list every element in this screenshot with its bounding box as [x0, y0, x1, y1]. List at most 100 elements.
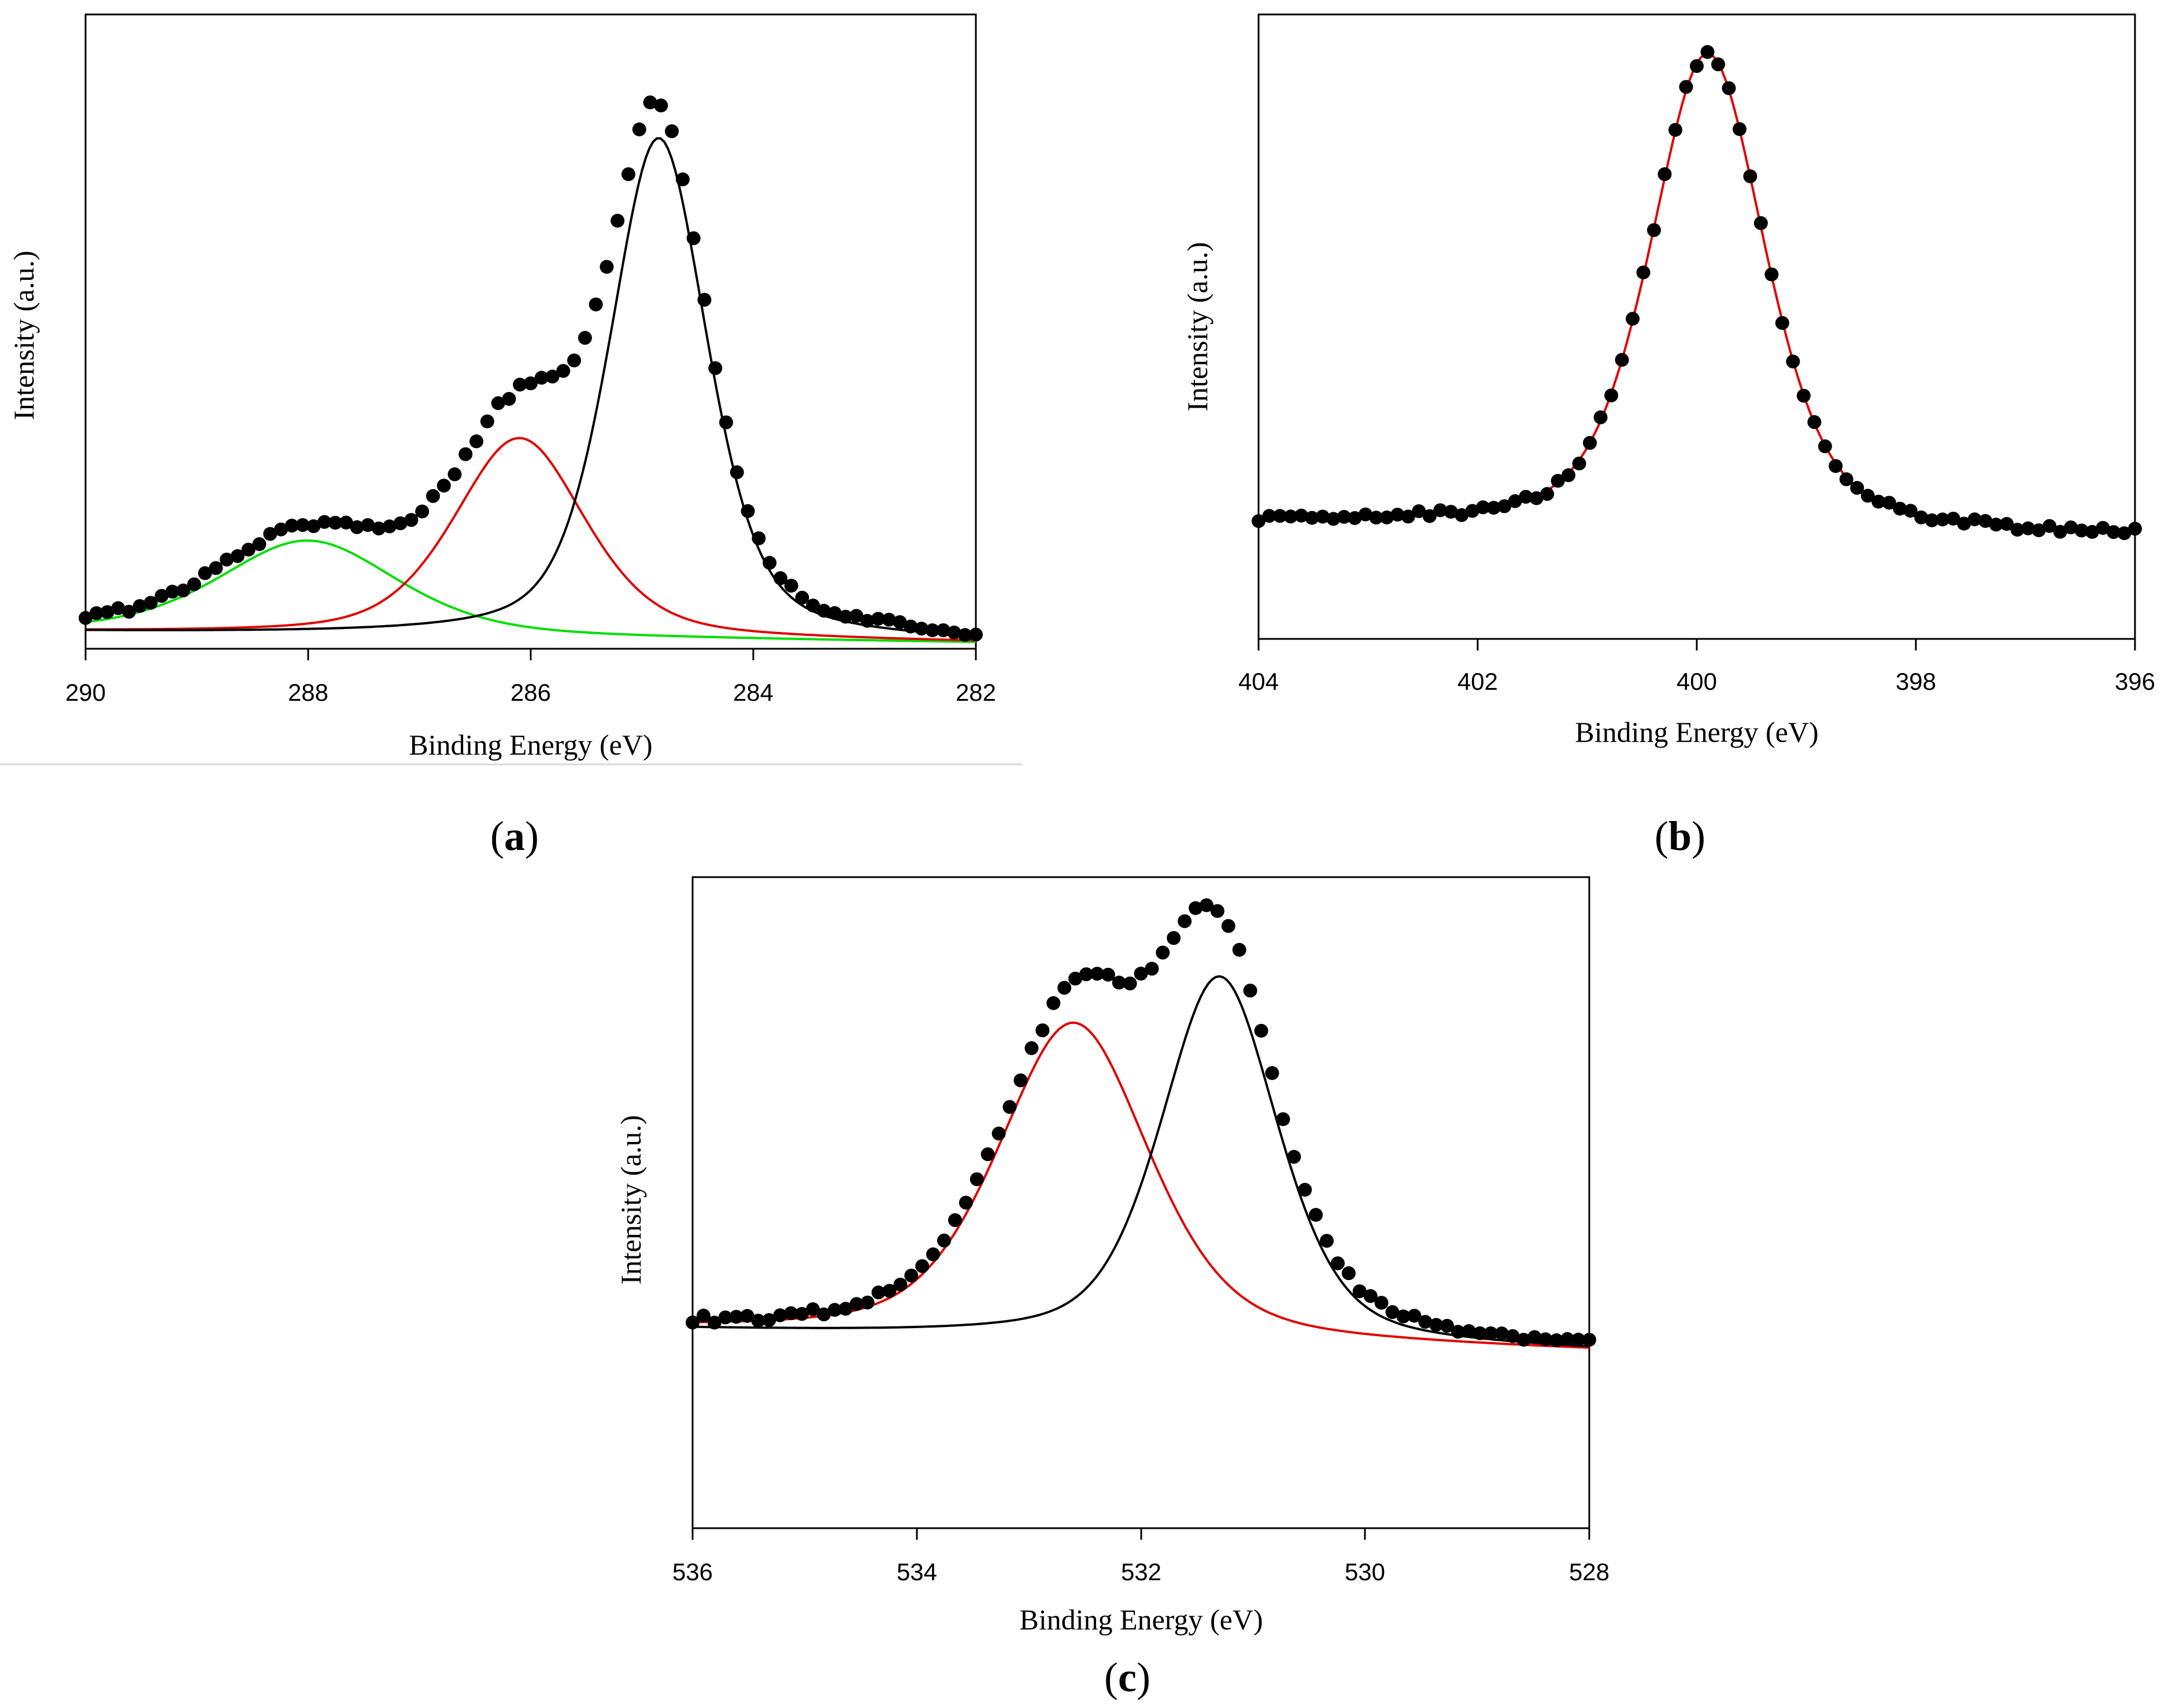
- series-line-a-component-288: [85, 539, 976, 644]
- data-point-a-52: [643, 95, 657, 110]
- panel-label-a: (a): [490, 813, 539, 859]
- data-point-a-16: [252, 537, 267, 552]
- data-point-c-35: [1068, 971, 1082, 986]
- data-point-c-43: [1156, 945, 1170, 960]
- data-point-a-10: [187, 577, 201, 591]
- data-point-a-20: [295, 518, 310, 533]
- data-point-b-57: [1860, 489, 1875, 503]
- data-point-c-5: [740, 1308, 754, 1323]
- data-point-b-33: [1604, 388, 1619, 402]
- data-point-a-44: [556, 364, 571, 378]
- data-point-c-33: [1046, 996, 1061, 1010]
- data-point-c-49: [1221, 919, 1235, 933]
- xlabel-b: Binding Energy (eV): [1575, 716, 1818, 748]
- data-point-a-40: [513, 378, 527, 392]
- data-point-c-21: [915, 1259, 930, 1273]
- data-point-a-39: [502, 391, 516, 406]
- data-point-c-20: [904, 1269, 919, 1283]
- data-point-b-47: [1753, 216, 1768, 230]
- data-point-b-78: [2085, 524, 2099, 539]
- data-point-b-11: [1369, 511, 1383, 525]
- data-point-a-79: [936, 623, 950, 637]
- data-point-c-27: [980, 1147, 995, 1162]
- data-point-c-9: [784, 1306, 798, 1321]
- data-point-c-44: [1167, 931, 1181, 945]
- data-point-c-6: [751, 1314, 765, 1328]
- data-point-c-63: [1374, 1296, 1389, 1310]
- panel-label-c: (c): [1104, 1654, 1150, 1700]
- data-point-b-42: [1700, 45, 1715, 59]
- data-point-b-45: [1733, 122, 1746, 136]
- data-point-c-58: [1320, 1234, 1334, 1248]
- data-point-a-58: [708, 361, 723, 375]
- data-point-b-8: [1337, 509, 1351, 524]
- data-point-a-56: [686, 231, 701, 245]
- chart-c: 536 534 532 530 528 Binding Energy (eV) …: [615, 876, 1609, 1700]
- data-point-c-36: [1079, 967, 1093, 981]
- data-point-b-22: [1486, 501, 1501, 515]
- data-point-c-31: [1024, 1041, 1039, 1055]
- data-point-c-82: [1582, 1333, 1596, 1347]
- data-point-b-0: [1252, 514, 1265, 528]
- data-point-b-44: [1722, 81, 1736, 95]
- data-point-a-8: [165, 585, 180, 599]
- data-point-a-22: [317, 515, 332, 529]
- data-point-b-71: [2010, 523, 2025, 537]
- data-point-b-31: [1583, 436, 1597, 450]
- data-point-b-16: [1422, 509, 1437, 523]
- data-point-a-75: [893, 615, 907, 629]
- data-point-c-64: [1385, 1305, 1400, 1319]
- data-point-b-72: [2021, 521, 2036, 535]
- data-point-a-1: [89, 606, 103, 620]
- data-point-a-21: [306, 519, 321, 534]
- data-point-b-46: [1743, 169, 1757, 183]
- data-point-b-80: [2107, 525, 2121, 539]
- data-point-a-54: [665, 124, 679, 138]
- data-point-b-13: [1390, 508, 1405, 522]
- data-point-c-74: [1494, 1326, 1509, 1341]
- data-point-a-13: [220, 552, 234, 567]
- data-point-c-73: [1483, 1326, 1498, 1340]
- series-line-a-component-284.8: [85, 137, 976, 637]
- data-point-b-49: [1775, 316, 1789, 330]
- data-point-a-0: [79, 611, 92, 625]
- data-point-b-74: [2042, 519, 2057, 533]
- data-point-a-18: [274, 522, 288, 537]
- data-point-a-72: [860, 613, 875, 628]
- data-point-a-71: [849, 609, 864, 623]
- data-point-a-2: [100, 605, 114, 619]
- data-point-a-3: [111, 601, 125, 615]
- data-point-a-11: [198, 566, 212, 581]
- data-point-a-55: [675, 172, 690, 187]
- xticks-c: 536 534 532 530 528: [672, 1528, 1609, 1585]
- data-point-a-66: [795, 590, 809, 605]
- data-point-b-64: [1936, 512, 1950, 527]
- data-point-c-75: [1505, 1329, 1520, 1343]
- data-point-b-62: [1914, 510, 1929, 524]
- data-point-b-27: [1540, 487, 1555, 501]
- data-point-b-36: [1636, 265, 1651, 280]
- data-point-b-10: [1358, 507, 1372, 522]
- data-point-b-35: [1626, 312, 1640, 326]
- data-point-a-35: [458, 447, 473, 461]
- data-point-c-66: [1407, 1308, 1422, 1323]
- data-point-b-39: [1668, 123, 1682, 137]
- data-point-b-6: [1315, 509, 1330, 524]
- xtick-label-a-2: 286: [510, 679, 551, 706]
- data-point-a-17: [263, 527, 277, 541]
- data-point-a-26: [361, 518, 375, 533]
- data-point-b-28: [1551, 474, 1565, 488]
- data-point-b-77: [2074, 523, 2089, 538]
- data-point-a-24: [339, 515, 353, 530]
- data-point-c-11: [806, 1302, 820, 1317]
- xtick-label-b-3: 398: [1896, 668, 1936, 695]
- data-point-c-40: [1123, 976, 1137, 990]
- data-point-a-47: [589, 297, 603, 312]
- data-point-b-76: [2064, 520, 2078, 535]
- data-point-c-55: [1287, 1149, 1301, 1164]
- data-point-a-7: [154, 589, 169, 603]
- ylabel-b: Intensity (a.u.): [1181, 242, 1213, 412]
- xtick-label-a-1: 288: [288, 679, 328, 706]
- data-point-b-55: [1839, 472, 1853, 486]
- data-point-b-7: [1326, 512, 1341, 526]
